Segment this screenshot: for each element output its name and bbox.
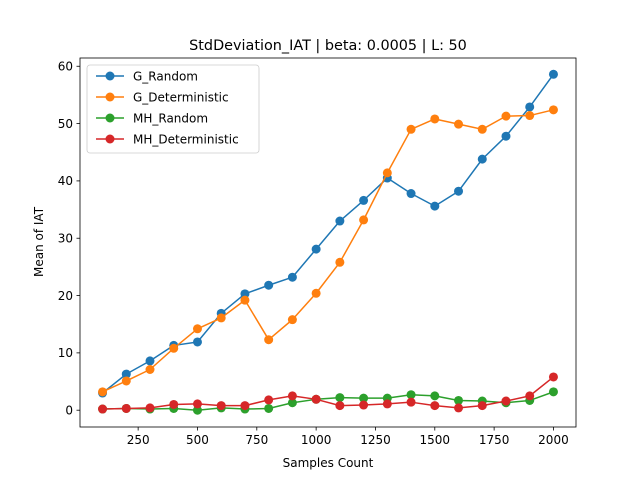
point-g-random xyxy=(335,216,345,226)
point-mh-random xyxy=(430,391,440,401)
point-g-deterministic xyxy=(240,295,250,305)
point-mh-random xyxy=(264,403,274,413)
point-g-deterministic xyxy=(98,387,108,397)
y-tick-label: 20 xyxy=(58,289,73,303)
point-mh-random xyxy=(406,390,416,400)
legend-marker-mh-random xyxy=(105,113,115,123)
axes-frame xyxy=(79,57,577,428)
point-g-random xyxy=(287,272,297,282)
y-tick-label: 0 xyxy=(65,404,73,418)
point-mh-random xyxy=(548,387,558,397)
point-g-random xyxy=(548,69,558,79)
legend-marker-g-random xyxy=(105,71,115,81)
point-g-deterministic xyxy=(382,168,392,178)
x-tick-label: 1750 xyxy=(479,433,510,447)
point-mh-random xyxy=(454,395,464,405)
legend-marker-mh-deterministic xyxy=(105,134,115,144)
point-g-random xyxy=(477,154,487,164)
point-mh-deterministic xyxy=(169,399,179,409)
x-tick-label: 2000 xyxy=(538,433,569,447)
legend-box xyxy=(86,64,260,154)
point-g-random xyxy=(240,289,250,299)
point-g-random xyxy=(264,280,274,290)
point-mh-deterministic xyxy=(216,401,226,411)
point-mh-deterministic xyxy=(264,395,274,405)
x-tick-label: 1000 xyxy=(301,433,332,447)
point-mh-random xyxy=(287,398,297,408)
point-g-deterministic xyxy=(145,365,155,375)
point-g-random xyxy=(359,195,369,205)
x-tick-label: 1250 xyxy=(360,433,391,447)
y-tick-label: 60 xyxy=(58,60,73,74)
chart-title: StdDeviation_IAT | beta: 0.0005 | L: 50 xyxy=(189,38,467,54)
point-g-deterministic xyxy=(548,105,558,115)
point-mh-deterministic xyxy=(98,404,108,414)
point-mh-random xyxy=(359,393,369,403)
point-mh-deterministic xyxy=(311,394,321,404)
x-tick-label: 250 xyxy=(127,433,150,447)
point-g-random xyxy=(501,131,511,141)
y-tick-label: 10 xyxy=(58,346,73,360)
point-mh-deterministic xyxy=(121,403,131,413)
point-mh-deterministic xyxy=(145,403,155,413)
point-mh-random xyxy=(335,393,345,403)
point-mh-deterministic xyxy=(477,401,487,411)
point-g-deterministic xyxy=(287,315,297,325)
point-g-random xyxy=(192,337,202,347)
legend: G_Random G_Deterministic MH_Random MH_Deter… xyxy=(86,64,260,154)
point-mh-deterministic xyxy=(359,400,369,410)
y-tick-label: 30 xyxy=(58,232,73,246)
point-g-deterministic xyxy=(121,376,131,386)
point-g-deterministic xyxy=(501,111,511,121)
point-g-random xyxy=(145,356,155,366)
point-g-random xyxy=(525,102,535,112)
point-g-deterministic xyxy=(406,124,416,134)
point-g-deterministic xyxy=(454,119,464,129)
y-axis-label: Mean of IAT xyxy=(32,206,46,277)
point-g-deterministic xyxy=(525,111,535,121)
point-g-deterministic xyxy=(311,288,321,298)
point-mh-deterministic xyxy=(382,399,392,409)
y-axis: 0 10 20 30 40 50 60 xyxy=(58,60,80,418)
point-mh-deterministic xyxy=(192,399,202,409)
point-mh-deterministic xyxy=(501,396,511,406)
point-g-random xyxy=(406,189,416,199)
point-mh-deterministic xyxy=(335,401,345,411)
point-mh-random xyxy=(192,405,202,415)
point-mh-deterministic xyxy=(548,372,558,382)
point-g-deterministic xyxy=(216,313,226,323)
point-mh-deterministic xyxy=(406,397,416,407)
point-g-deterministic xyxy=(359,215,369,225)
legend-label-g-deterministic: G_Deterministic xyxy=(133,90,229,104)
point-g-deterministic xyxy=(264,335,274,345)
x-tick-label: 500 xyxy=(186,433,209,447)
x-tick-label: 1500 xyxy=(420,433,451,447)
point-mh-deterministic xyxy=(525,391,535,401)
point-g-random xyxy=(430,201,440,211)
legend-label-mh-random: MH_Random xyxy=(133,111,208,125)
legend-label-g-random: G_Random xyxy=(133,69,198,83)
point-mh-deterministic xyxy=(240,401,250,411)
y-tick-label: 40 xyxy=(58,174,73,188)
x-tick-label: 750 xyxy=(245,433,268,447)
x-axis-label: Samples Count xyxy=(283,456,374,470)
x-axis: 250 500 750 1000 1250 1500 1750 2000 xyxy=(127,427,569,447)
point-g-deterministic xyxy=(192,324,202,334)
plot-area xyxy=(98,69,558,415)
point-g-deterministic xyxy=(169,343,179,353)
point-g-random xyxy=(454,186,464,196)
point-g-deterministic xyxy=(430,114,440,124)
point-g-random xyxy=(121,369,131,379)
point-mh-deterministic xyxy=(430,401,440,411)
point-g-random xyxy=(311,244,321,254)
legend-label-mh-deterministic: MH_Deterministic xyxy=(133,132,239,146)
y-tick-label: 50 xyxy=(58,117,73,131)
point-g-deterministic xyxy=(335,257,345,267)
point-g-deterministic xyxy=(477,124,487,134)
point-mh-deterministic xyxy=(287,391,297,401)
point-mh-deterministic xyxy=(454,403,464,413)
legend-marker-g-deterministic xyxy=(105,92,115,102)
